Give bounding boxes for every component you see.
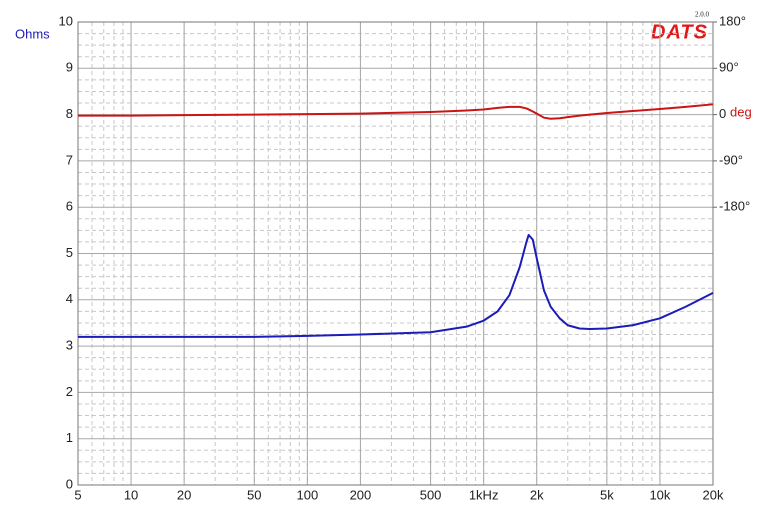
x-tick-label: 50 xyxy=(247,487,261,502)
x-tick-label: 20k xyxy=(703,487,724,502)
x-tick-label: 10 xyxy=(124,487,138,502)
x-tick-label: 200 xyxy=(350,487,372,502)
x-tick-label: 5 xyxy=(74,487,81,502)
series-line xyxy=(78,103,714,120)
y-tick-label: 2 xyxy=(66,384,73,399)
y-axis-label: Ohms xyxy=(15,26,50,41)
y-tick-label: 4 xyxy=(66,291,73,306)
x-tick-label: 500 xyxy=(420,487,442,502)
x-tick-label: 1kHz xyxy=(469,487,499,502)
y2-tick-label: 90° xyxy=(719,60,739,75)
x-tick-label: 5k xyxy=(600,487,614,502)
x-tick-label: 100 xyxy=(297,487,319,502)
y-tick-label: 5 xyxy=(66,245,73,260)
logo: DATS xyxy=(651,21,708,43)
y2-tick-label: -90° xyxy=(719,152,743,167)
y-tick-label: 3 xyxy=(66,338,73,353)
x-tick-label: 2k xyxy=(530,487,544,502)
y-tick-label: 1 xyxy=(66,430,73,445)
y-tick-label: 10 xyxy=(59,13,73,28)
y-tick-label: 0 xyxy=(66,476,73,491)
y-tick-label: 8 xyxy=(66,106,73,121)
plot-frame xyxy=(77,21,714,486)
y-tick-label: 9 xyxy=(66,60,73,75)
x-tick-label: 20 xyxy=(177,487,191,502)
y-tick-label: 6 xyxy=(66,199,73,214)
x-tick-label: 10k xyxy=(649,487,670,502)
y-tick-label: 7 xyxy=(66,152,73,167)
y2-axis-label: deg xyxy=(730,104,752,119)
y2-tick-label: -180° xyxy=(719,199,750,214)
y2-tick-label: 180° xyxy=(719,13,746,28)
version: 2.0.0 xyxy=(695,11,710,19)
y2-tick-label: 0 xyxy=(719,106,726,121)
series-line xyxy=(78,233,714,338)
